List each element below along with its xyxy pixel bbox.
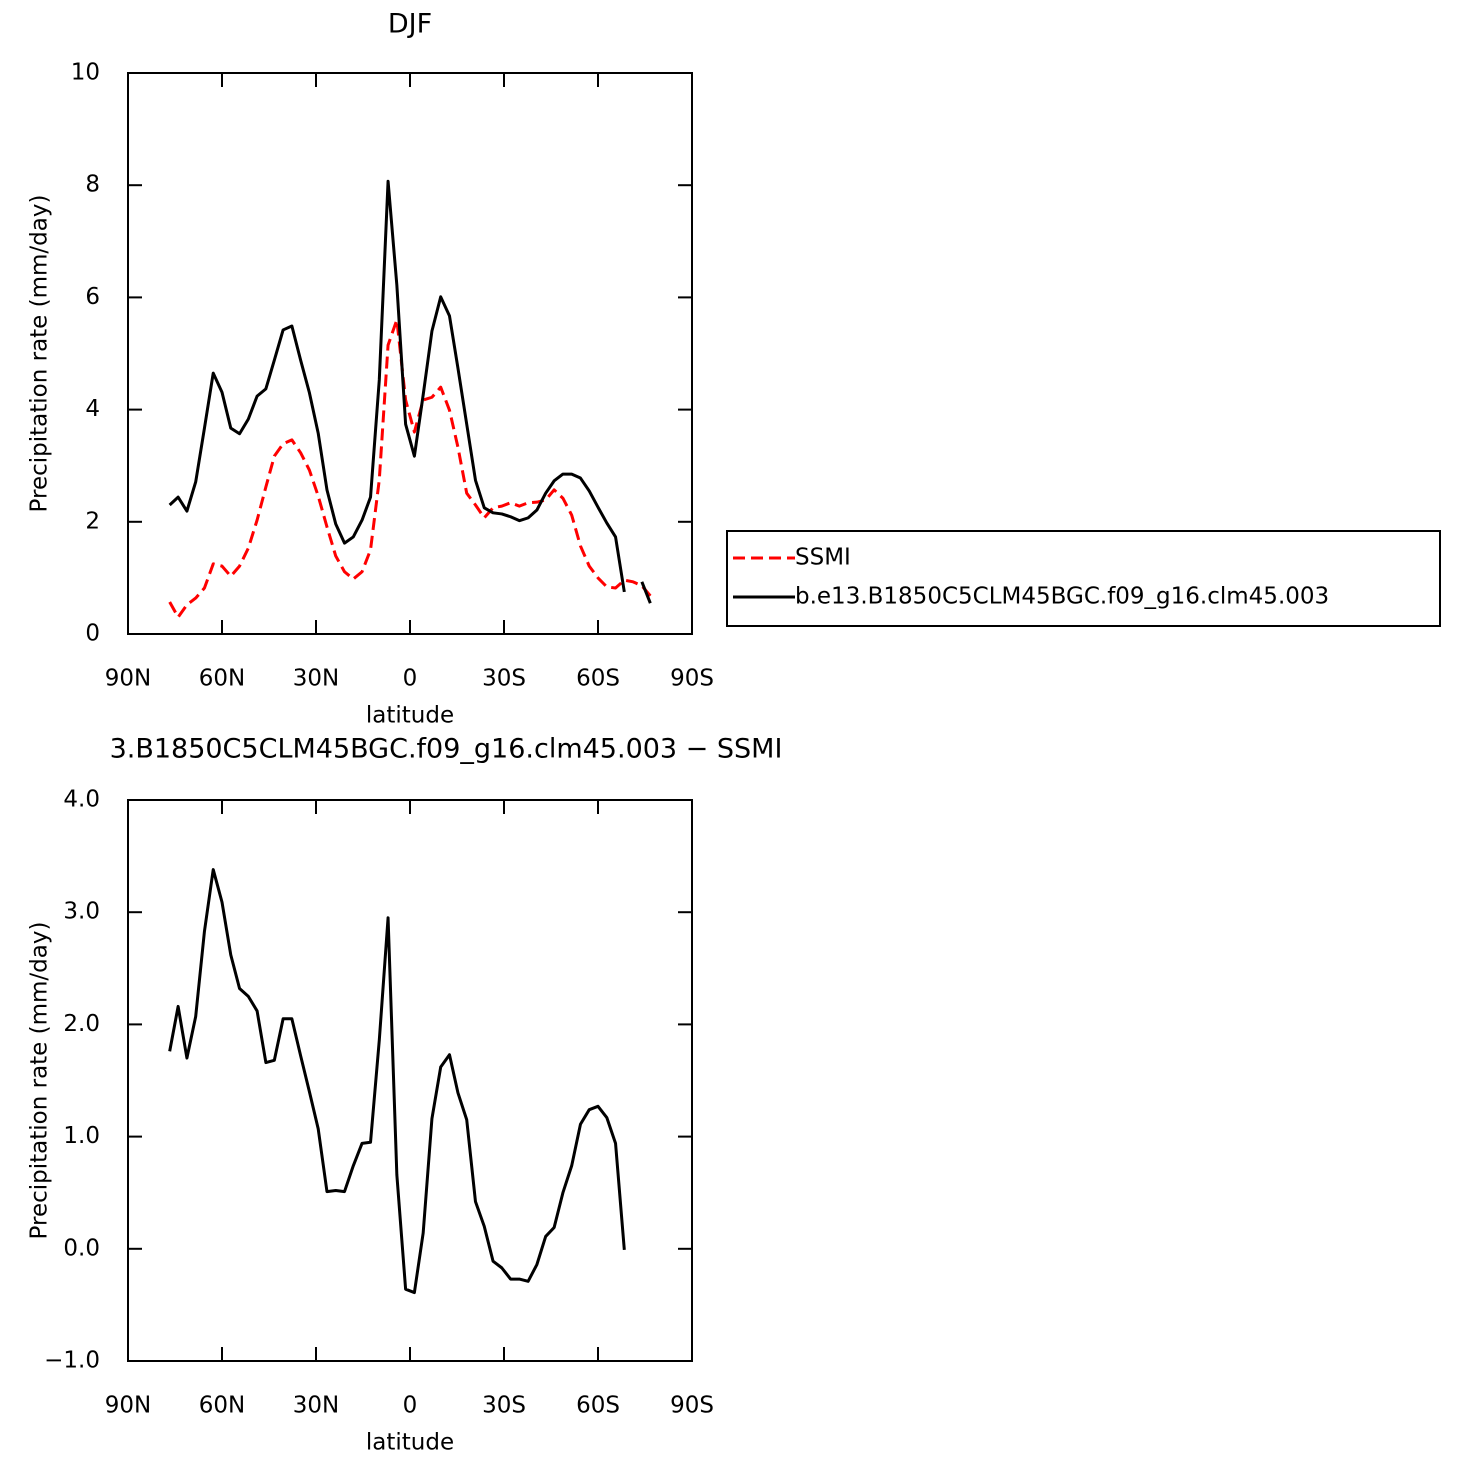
chart-title: 3.B1850C5CLM45BGC.f09_g16.clm45.003 − SS… bbox=[110, 734, 783, 765]
data-line bbox=[640, 581, 652, 604]
y-axis-label: Precipitation rate (mm/day) bbox=[27, 195, 53, 513]
legend-label: SSMI bbox=[795, 545, 851, 571]
y-tick-label: 0 bbox=[85, 621, 100, 647]
y-tick-label: 1.0 bbox=[63, 1123, 100, 1149]
y-axis-label: Precipitation rate (mm/day) bbox=[27, 922, 53, 1240]
x-tick-label: 60S bbox=[576, 1393, 620, 1419]
x-tick-label: 60S bbox=[576, 666, 620, 692]
y-tick-label: 4 bbox=[85, 396, 100, 422]
x-tick-label: 30S bbox=[482, 666, 526, 692]
x-tick-label: 30N bbox=[293, 666, 339, 692]
data-line bbox=[168, 868, 626, 1295]
legend-box bbox=[726, 530, 1441, 627]
x-tick-label: 90S bbox=[670, 1393, 714, 1419]
data-line bbox=[168, 179, 626, 593]
y-tick-label: 4.0 bbox=[63, 787, 100, 813]
x-tick-label: 90N bbox=[105, 1393, 151, 1419]
x-axis-label: latitude bbox=[366, 1430, 454, 1456]
y-tick-label: 8 bbox=[85, 172, 100, 198]
x-tick-label: 30S bbox=[482, 1393, 526, 1419]
x-tick-label: 30N bbox=[293, 1393, 339, 1419]
x-axis-label: latitude bbox=[366, 703, 454, 729]
x-tick-label: 0 bbox=[403, 1393, 418, 1419]
legend-label: b.e13.B1850C5CLM45BGC.f09_g16.clm45.003 bbox=[795, 584, 1329, 610]
y-tick-label: 0.0 bbox=[63, 1235, 100, 1261]
x-tick-label: 60N bbox=[199, 1393, 245, 1419]
plot-frame bbox=[127, 72, 693, 635]
x-tick-label: 90N bbox=[105, 666, 151, 692]
x-tick-label: 60N bbox=[199, 666, 245, 692]
chart-title: DJF bbox=[388, 9, 432, 40]
x-tick-label: 90S bbox=[670, 666, 714, 692]
y-tick-label: 2.0 bbox=[63, 1011, 100, 1037]
y-tick-label: 2 bbox=[85, 508, 100, 534]
x-tick-label: 0 bbox=[403, 666, 418, 692]
y-tick-label: 3.0 bbox=[63, 899, 100, 925]
y-tick-label: 10 bbox=[71, 60, 100, 86]
y-tick-label: 6 bbox=[85, 284, 100, 310]
y-tick-label: −1.0 bbox=[44, 1348, 100, 1374]
data-line bbox=[168, 318, 652, 619]
